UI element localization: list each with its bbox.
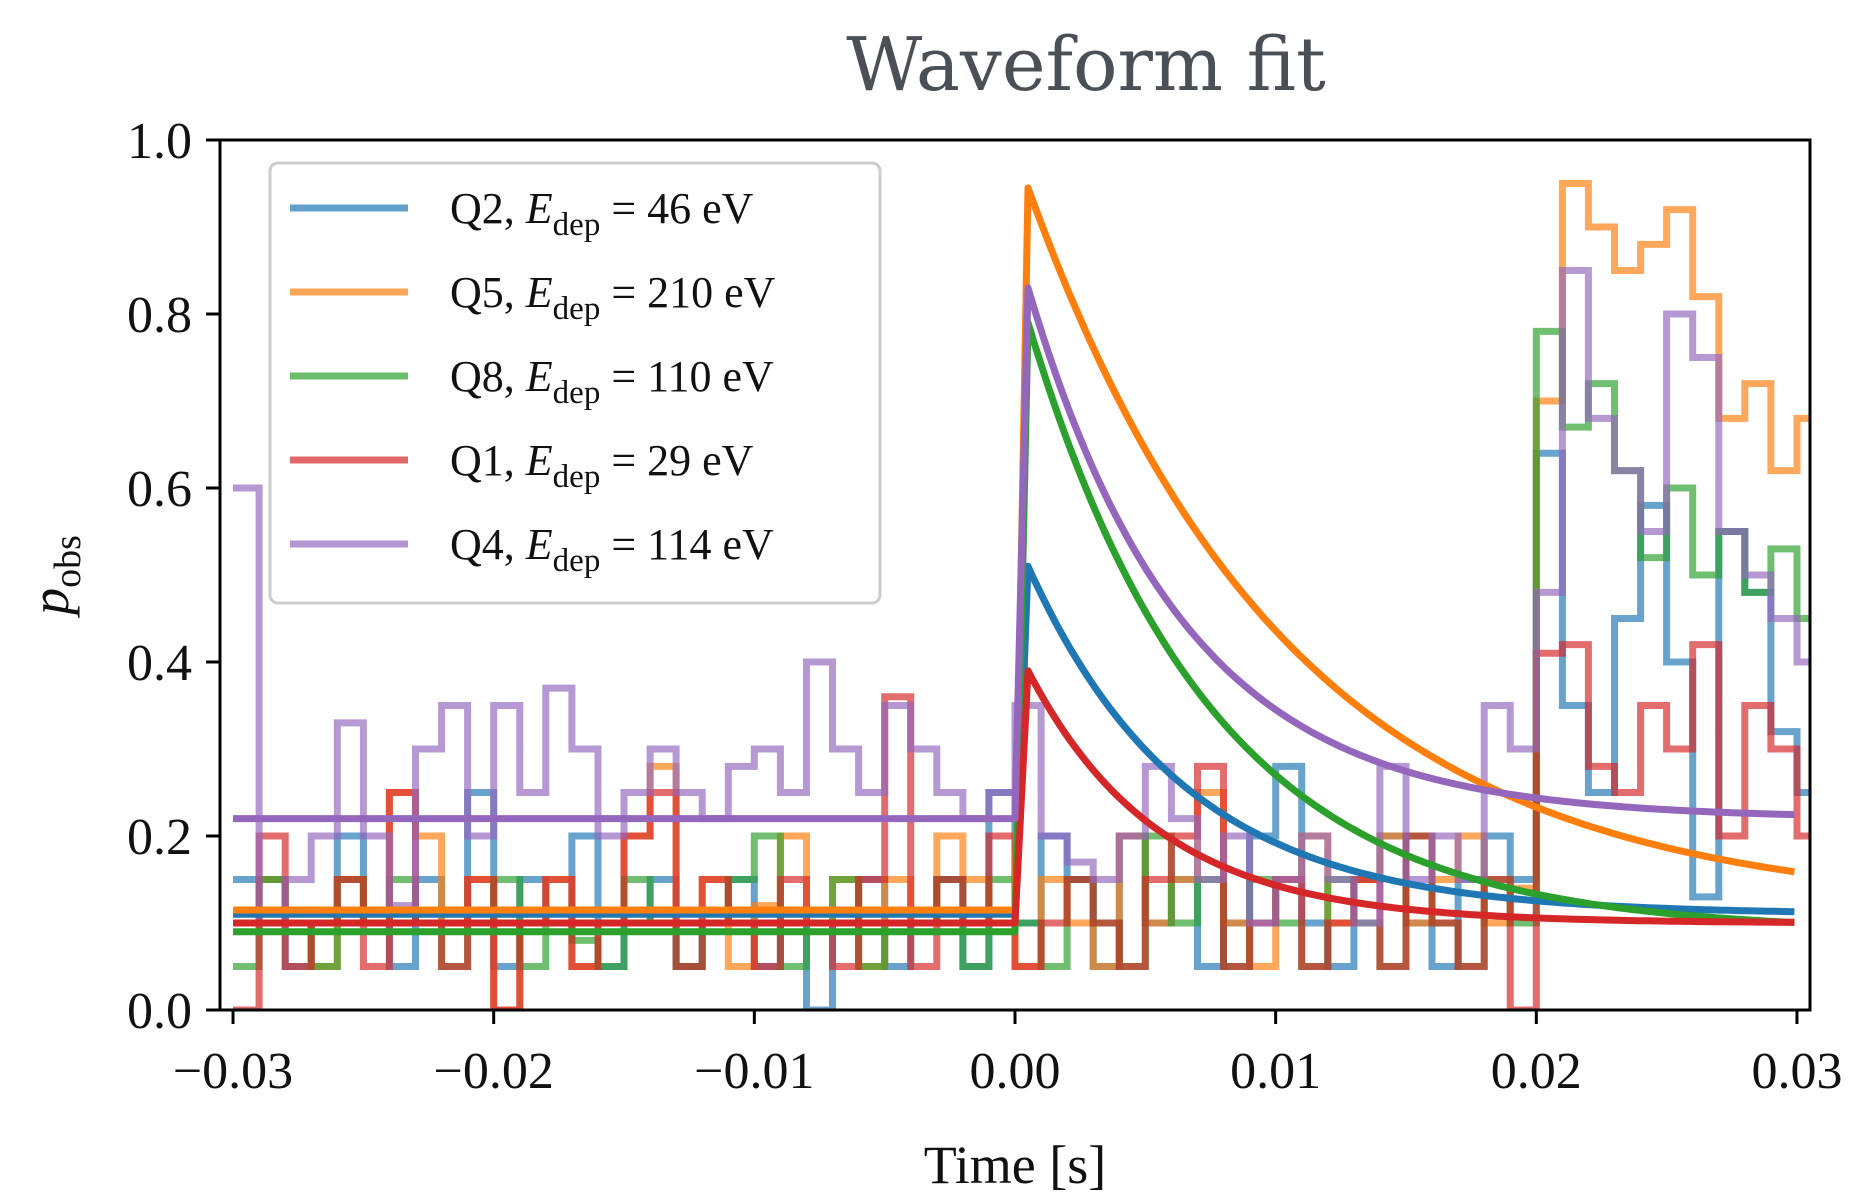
fit-curve-2 — [233, 184, 1795, 914]
y-axis-label-main: p — [20, 588, 80, 619]
x-tick-label: −0.02 — [434, 1043, 554, 1100]
fit-curve-4 — [233, 667, 1795, 927]
y-axis: 0.0 0.2 0.4 0.6 0.8 1.0 — [127, 113, 220, 1040]
legend-label-5: Q4, Edep = 114 eV — [450, 520, 774, 579]
y-tick-label: 0.2 — [127, 809, 192, 866]
x-axis: −0.03 −0.02 −0.01 0.00 0.01 0.02 0.03 — [173, 1010, 1842, 1100]
y-axis-label: pobs — [20, 535, 89, 619]
step-series-4 — [233, 641, 1810, 1010]
y-axis-label-sub: obs — [47, 535, 89, 588]
fit-curve-3 — [233, 319, 1795, 936]
y-tick-label: 0.0 — [127, 983, 192, 1040]
x-axis-label: Time [s] — [924, 1135, 1107, 1195]
chart-title: Waveform fit — [846, 22, 1326, 108]
x-tick-label: −0.01 — [694, 1043, 814, 1100]
plot-area — [218, 138, 1812, 1012]
y-tick-label: 0.8 — [127, 287, 192, 344]
legend: Q2, Edep = 46 eV Q5, Edep = 210 eV Q8, Ede… — [268, 161, 882, 605]
x-tick-label: 0.03 — [1751, 1043, 1842, 1100]
x-tick-label: 0.02 — [1491, 1043, 1582, 1100]
x-tick-label: −0.03 — [173, 1043, 293, 1100]
legend-box — [268, 161, 882, 605]
fit-curve-5 — [233, 284, 1795, 823]
x-tick-label: 0.00 — [970, 1043, 1061, 1100]
x-tick-label: 0.01 — [1230, 1043, 1321, 1100]
fit-curves-layer — [233, 184, 1795, 936]
y-tick-label: 0.6 — [127, 461, 192, 518]
legend-label-3: Q8, Edep = 110 eV — [450, 352, 774, 411]
y-tick-label: 1.0 — [127, 113, 192, 170]
legend-label-4: Q1, Edep = 29 eV — [450, 436, 754, 495]
y-tick-label: 0.4 — [127, 635, 192, 692]
fit-curve-1 — [233, 562, 1795, 918]
legend-label-2: Q5, Edep = 210 eV — [450, 268, 776, 327]
legend-label-1: Q2, Edep = 46 eV — [450, 184, 754, 243]
